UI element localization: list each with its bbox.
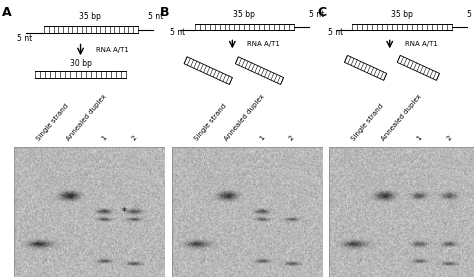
Text: 5 nt: 5 nt xyxy=(309,10,324,19)
Polygon shape xyxy=(236,57,283,84)
Text: 1: 1 xyxy=(100,134,108,142)
Text: 1: 1 xyxy=(258,134,265,142)
Text: 5 nt: 5 nt xyxy=(466,10,474,19)
Text: Single strand: Single strand xyxy=(35,102,70,142)
Text: 35 bp: 35 bp xyxy=(79,12,100,21)
Text: 1: 1 xyxy=(415,134,423,142)
Text: Annealed duplex: Annealed duplex xyxy=(223,93,265,142)
Text: 5 nt: 5 nt xyxy=(171,28,186,37)
Text: *: * xyxy=(122,207,127,217)
Text: RNA A/T1: RNA A/T1 xyxy=(96,47,128,53)
Text: 30 bp: 30 bp xyxy=(70,59,91,68)
Text: C: C xyxy=(318,6,327,19)
Text: 35 bp: 35 bp xyxy=(391,10,413,19)
Polygon shape xyxy=(397,55,439,80)
Text: 2: 2 xyxy=(446,134,453,142)
Text: 5 nt: 5 nt xyxy=(328,28,343,37)
Text: A: A xyxy=(2,6,12,19)
Text: 35 bp: 35 bp xyxy=(234,10,255,19)
Text: 5 nt: 5 nt xyxy=(148,12,164,21)
Text: 2: 2 xyxy=(288,134,295,142)
Polygon shape xyxy=(184,57,232,84)
Text: B: B xyxy=(160,6,170,19)
Text: Annealed duplex: Annealed duplex xyxy=(381,93,423,142)
Text: Single strand: Single strand xyxy=(193,102,228,142)
Text: 2: 2 xyxy=(130,134,137,142)
Text: RNA A/T1: RNA A/T1 xyxy=(405,41,438,47)
Text: 5 nt: 5 nt xyxy=(17,34,32,43)
Text: Single strand: Single strand xyxy=(350,102,385,142)
Text: RNA A/T1: RNA A/T1 xyxy=(247,41,280,47)
Text: Annealed duplex: Annealed duplex xyxy=(65,93,108,142)
Polygon shape xyxy=(345,55,387,80)
